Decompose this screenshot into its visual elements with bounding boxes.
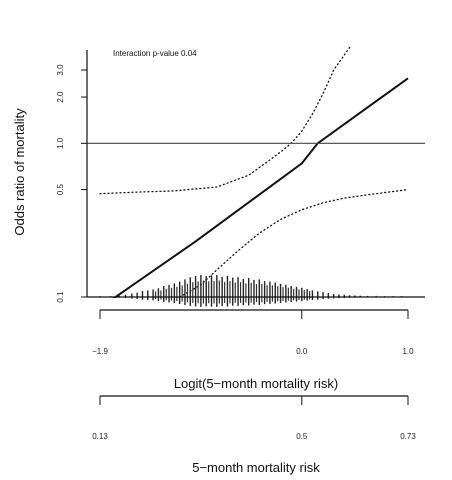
rug-layer (99, 275, 403, 307)
axis-layer: 0.1 0.5 1.0 2.0 3.0 −1.9 0.0 1.0 0.13 0.5 0.73 (56, 50, 425, 441)
y-tick-label: 2.0 (56, 91, 65, 103)
series-layer (99, 46, 409, 298)
x-axis-secondary-tick-label: 0.73 (400, 432, 416, 441)
estimate-line (112, 77, 409, 298)
upper-ci-line (99, 46, 351, 195)
y-axis-title: Odds ratio of mortality (12, 108, 27, 236)
interaction-annotation: Interaction p-value 0.04 (113, 49, 197, 58)
x-axis-secondary-tick-label: 0.5 (296, 432, 308, 441)
y-tick-label: 3.0 (56, 64, 65, 76)
x-axis-primary-tick-label: 1.0 (402, 347, 414, 356)
y-tick-label: 1.0 (56, 137, 65, 149)
lower-ci-line (179, 188, 409, 298)
y-tick-label: 0.5 (56, 183, 65, 195)
x-axis-primary-tick-label: −1.9 (92, 347, 108, 356)
x-axis-title-primary: Logit(5−month mortality risk) (174, 376, 338, 391)
y-tick-label: 0.1 (56, 291, 65, 303)
x-axis-primary-tick-label: 0.0 (296, 347, 308, 356)
x-axis-secondary-tick-label: 0.13 (92, 432, 108, 441)
x-axis-title-secondary: 5−month mortality risk (192, 460, 320, 475)
